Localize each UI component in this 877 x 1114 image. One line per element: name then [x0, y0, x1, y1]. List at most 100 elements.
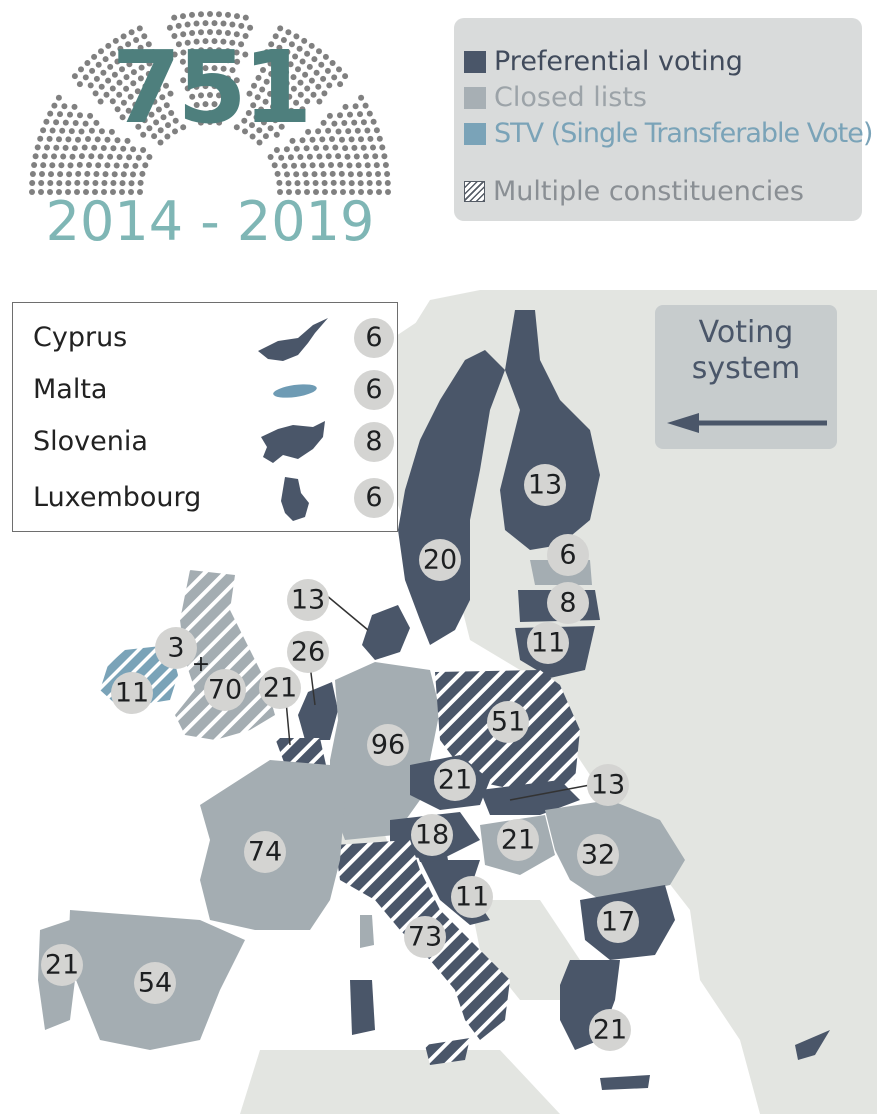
seat-dot [308, 42, 315, 49]
seat-dot [285, 180, 292, 187]
seat-dot [246, 90, 253, 97]
seat-dot [121, 53, 128, 60]
svg-text:21: 21 [263, 673, 297, 704]
seat-dot [31, 162, 38, 168]
seat-dot [233, 77, 240, 84]
seat-dot [250, 102, 257, 109]
seat-dot [108, 128, 115, 135]
seat-dot [71, 103, 78, 110]
seat-badge-cyprus: 6 [354, 318, 394, 358]
seat-dot [92, 90, 99, 97]
seat-dot [47, 189, 53, 195]
seat-dot [366, 171, 372, 178]
seat-dot [193, 20, 200, 27]
seat-dot [114, 137, 121, 144]
svg-text:73: 73 [408, 922, 442, 953]
seat-dot [29, 171, 36, 177]
seat-dot [180, 49, 187, 56]
seat-dot [309, 136, 316, 143]
seat-dot [93, 119, 100, 126]
voting-system-line1: Voting [698, 315, 794, 350]
seat-dot [303, 145, 310, 152]
seat-dot [220, 65, 227, 72]
seat-badge-hungary: 21 [497, 819, 539, 861]
seat-dot [114, 58, 121, 65]
seat-dot [113, 162, 120, 169]
seat-dot [242, 33, 249, 39]
small-state-name: Cyprus [33, 322, 128, 353]
seat-dot [98, 128, 105, 135]
seat-dot [347, 111, 353, 118]
seat-dot [202, 83, 209, 90]
seat-dot [65, 180, 72, 187]
seat-badge-finland: 13 [524, 464, 566, 506]
seat-dot [216, 11, 222, 18]
seat-dot [137, 179, 144, 186]
seat-dot [352, 103, 359, 110]
background-north-africa [240, 1050, 560, 1114]
seat-dot [189, 11, 195, 18]
seat-dot [366, 180, 373, 186]
seat-dot [297, 91, 304, 98]
seat-dot [339, 179, 346, 186]
seat-dot [267, 90, 274, 97]
seat-dot [285, 29, 292, 36]
legend-label-preferential: Preferential voting [494, 46, 743, 77]
seat-dot [211, 20, 218, 27]
seat-dot [287, 154, 294, 161]
seat-dot [165, 122, 171, 129]
seat-dot [29, 180, 36, 186]
svg-text:26: 26 [291, 637, 325, 668]
seat-dot [216, 74, 222, 81]
seat-dot [373, 162, 380, 169]
seat-dot [337, 161, 344, 168]
seat-dot [88, 153, 95, 160]
seat-dot [49, 127, 56, 134]
seat-dot [224, 48, 231, 55]
seat-dot [332, 144, 339, 151]
seat-dot [293, 171, 300, 178]
legend: Preferential voting Closed lists STV (Si… [454, 18, 873, 221]
seat-dot [331, 74, 338, 81]
seat-badge-northern-ireland: 3 [155, 627, 197, 669]
seat-dot [375, 171, 381, 177]
seat-dot [189, 93, 196, 100]
seat-dot [41, 153, 48, 160]
seat-dot [366, 110, 373, 117]
seat-dot [159, 94, 166, 101]
seat-dot [82, 74, 89, 81]
seat-dot [328, 162, 334, 168]
seat-dot [249, 133, 256, 140]
seat-dot [153, 119, 160, 126]
seat-dot [135, 123, 142, 130]
seat-dot [97, 98, 104, 105]
seat-dot [321, 90, 328, 97]
seat-dot [207, 47, 213, 53]
seat-dot [224, 30, 231, 36]
svg-text:13: 13 [528, 470, 562, 501]
seat-dot [274, 96, 281, 102]
country-crete [600, 1075, 650, 1090]
seat-dot [234, 13, 240, 20]
seat-dot [293, 145, 300, 152]
seat-dot [184, 39, 191, 46]
seat-dot [263, 49, 270, 56]
seat-dot [202, 101, 209, 108]
svg-text:70: 70 [208, 675, 242, 706]
seat-dot [376, 189, 382, 195]
seat-dot [278, 154, 285, 161]
seat-badge-lithuania: 11 [527, 622, 569, 664]
seat-dot [356, 171, 363, 178]
seat-dot [267, 154, 274, 160]
seat-dot [98, 83, 105, 90]
seat-dot [75, 136, 81, 143]
small-state-malta: Malta 6 [33, 365, 394, 415]
seat-dot [324, 67, 331, 74]
seat-dot [144, 103, 150, 110]
seat-dot [267, 125, 274, 132]
svg-text:11: 11 [115, 678, 149, 709]
seat-dot [367, 189, 373, 195]
seat-dot [271, 52, 278, 59]
svg-text:8: 8 [559, 588, 576, 619]
seat-dot [69, 153, 76, 160]
